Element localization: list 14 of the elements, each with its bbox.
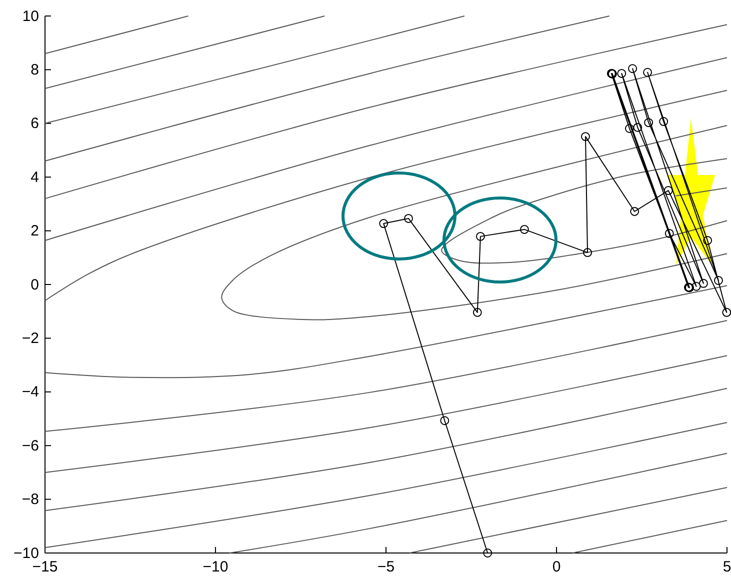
x-tick-label: −10 [202, 558, 228, 576]
y-tick-label: 10 [22, 8, 39, 25]
y-tick-label: −4 [22, 384, 39, 401]
y-tick-label: 2 [30, 222, 39, 240]
y-tick-label: −8 [22, 491, 39, 508]
x-tick-label: 0 [552, 558, 561, 576]
y-tick-label: 4 [30, 168, 39, 186]
y-tick-label: 8 [30, 62, 39, 78]
x-tick-label: −5 [377, 558, 395, 576]
y-tick-label: −2 [22, 330, 39, 347]
x-tick-label: 5 [722, 558, 731, 576]
y-tick-label: −6 [22, 437, 39, 454]
y-tick-label: 0 [30, 276, 39, 294]
y-tick-label: 6 [30, 115, 39, 132]
